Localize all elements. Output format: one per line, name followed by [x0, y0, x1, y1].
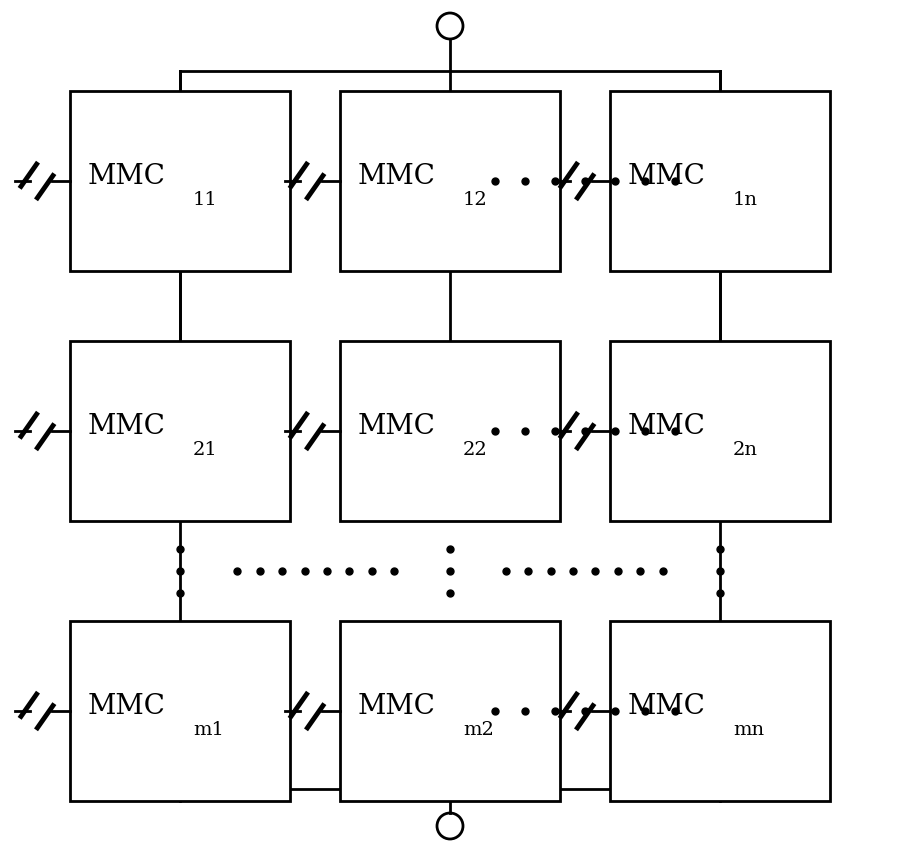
Text: 2n: 2n	[733, 441, 758, 458]
Text: MMC: MMC	[358, 413, 436, 440]
Text: MMC: MMC	[628, 164, 705, 190]
Bar	[340, 342, 560, 522]
Text: m1: m1	[193, 720, 223, 738]
Text: MMC: MMC	[88, 693, 166, 720]
Text: MMC: MMC	[88, 413, 166, 440]
Text: MMC: MMC	[358, 693, 436, 720]
Text: MMC: MMC	[628, 693, 705, 720]
Text: 22: 22	[463, 441, 487, 458]
Bar	[340, 92, 560, 272]
Text: m2: m2	[463, 720, 494, 738]
Bar	[610, 92, 830, 272]
Bar	[70, 92, 290, 272]
Bar	[340, 622, 560, 801]
Text: 12: 12	[463, 191, 487, 208]
Bar	[70, 342, 290, 522]
Bar	[70, 622, 290, 801]
Text: mn: mn	[733, 720, 764, 738]
Text: 1n: 1n	[733, 191, 758, 208]
Bar	[610, 622, 830, 801]
Text: 11: 11	[193, 191, 218, 208]
Text: MMC: MMC	[88, 164, 166, 190]
Text: MMC: MMC	[358, 164, 436, 190]
Text: 21: 21	[193, 441, 218, 458]
Bar	[610, 342, 830, 522]
Text: MMC: MMC	[628, 413, 705, 440]
